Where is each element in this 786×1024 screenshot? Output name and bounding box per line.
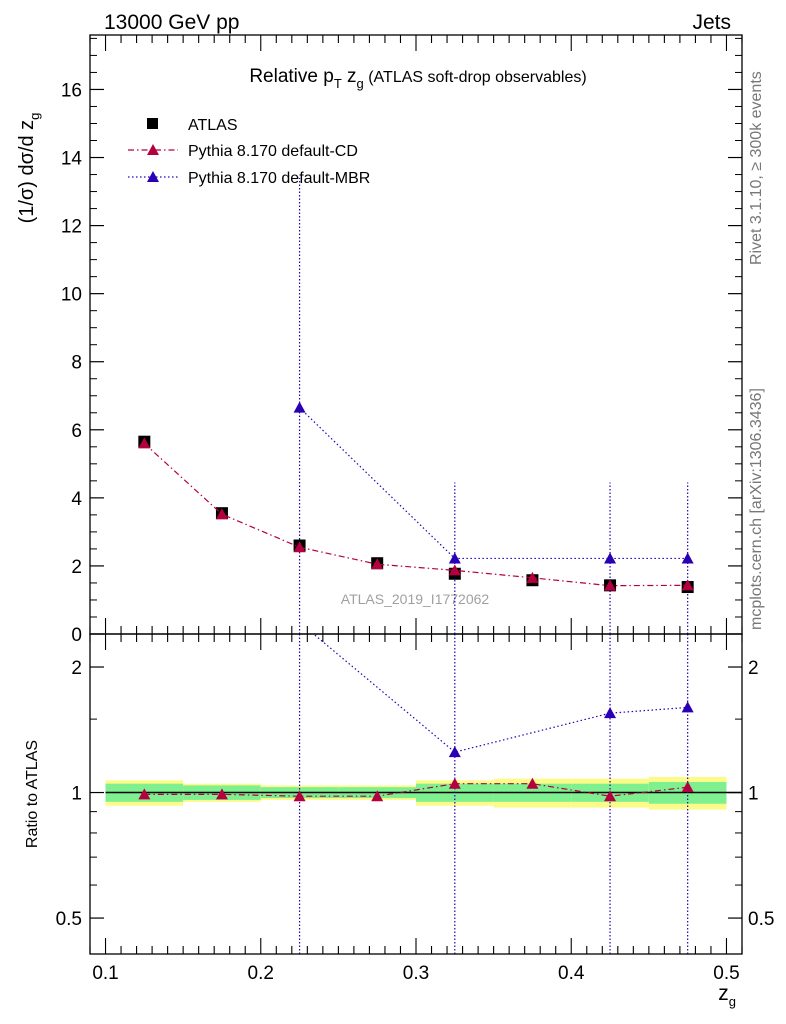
main-series-layer xyxy=(138,177,694,634)
main-y-tick-label: 16 xyxy=(61,80,82,101)
cd-point xyxy=(371,558,384,570)
cd-ratio-point xyxy=(604,790,617,802)
cd-point xyxy=(293,541,306,553)
chart-title: Relative pT zg (ATLAS soft-drop observab… xyxy=(249,66,586,91)
main-y-tick-label: 6 xyxy=(71,421,82,442)
ratio-bands-layer xyxy=(105,776,742,810)
cd-point xyxy=(681,579,694,591)
cd-point xyxy=(448,564,461,576)
main-y-tick-label: 0 xyxy=(71,625,82,646)
main-y-tick-label: 2 xyxy=(71,557,82,578)
x-label-text: z xyxy=(718,982,729,1005)
main-y-label-sub: g xyxy=(27,113,42,120)
watermark: ATLAS_2019_I1772062 xyxy=(341,591,490,607)
cd-ratio-point xyxy=(371,790,384,802)
x-tick-label: 0.4 xyxy=(558,963,585,984)
x-tick-label: 0.1 xyxy=(92,963,118,984)
ratio-y-tick-label-right: 0.5 xyxy=(748,909,774,930)
legend-label-mbr: Pythia 8.170 default-MBR xyxy=(188,170,370,187)
ratio-y-tick-label: 0.5 xyxy=(56,909,82,930)
x-tick-label: 0.3 xyxy=(403,963,429,984)
cd-ratio-point xyxy=(293,790,306,802)
title-part-b: z xyxy=(342,66,357,87)
ratio-y-tick-label: 1 xyxy=(71,784,82,805)
ratio-y-tick-label: 2 xyxy=(71,658,82,679)
mbr-point xyxy=(604,552,617,564)
cd-point xyxy=(138,437,151,449)
main-y-tick-label: 12 xyxy=(61,217,82,238)
main-y-label: (1/σ) dσ/d zg xyxy=(16,113,42,224)
legend: ATLAS Pythia 8.170 default-CD Pythia 8.1… xyxy=(128,117,370,187)
cd-ratio-point xyxy=(138,788,151,800)
mbr-ratio-point xyxy=(448,746,461,758)
main-y-label-text: (1/σ) dσ/d z xyxy=(16,120,38,224)
ratio-y-tick-label-right: 1 xyxy=(748,784,759,805)
x-label-sub: g xyxy=(729,994,736,1009)
legend-label-cd: Pythia 8.170 default-CD xyxy=(188,143,358,160)
rivet-label: Rivet 3.1.10, ≥ 300k events xyxy=(748,71,765,265)
mcplots-label: mcplots.cern.ch [arXiv:1306.3436] xyxy=(748,388,765,630)
cd-line xyxy=(143,442,688,587)
mbr-point xyxy=(448,552,461,564)
title-sub-b: g xyxy=(357,76,364,91)
main-y-tick-label: 10 xyxy=(61,285,82,306)
ratio-y-label: Ratio to ATLAS xyxy=(24,740,41,848)
title-part-a: Relative p xyxy=(249,66,334,87)
ratio-clipped xyxy=(138,634,694,802)
x-tick-label: 0.2 xyxy=(248,963,274,984)
main-y-tick-label: 4 xyxy=(71,489,82,510)
legend-marker-mbr xyxy=(147,171,159,182)
cd-ratio-point xyxy=(448,777,461,789)
main-y-tick-label: 14 xyxy=(61,149,83,170)
cd-ratio-point xyxy=(526,777,539,789)
x-tick-label: 0.5 xyxy=(713,963,739,984)
mbr-line xyxy=(299,407,688,560)
mbr-ratio-line xyxy=(312,634,688,753)
mbr-ratio-point xyxy=(681,701,694,713)
ratio-panel: 0.5 0.51 12 2 0.1 0.2 0.3 0.4 0.5 Ratio to ATLA… xyxy=(24,35,774,1009)
main-panel: 0 2 4 6 8 10 12 14 16 ATLAS_2019_I1772062 Relati… xyxy=(16,34,743,646)
main-y-axis: 0 2 4 6 8 10 12 14 16 xyxy=(61,37,742,646)
cd-ratio-line xyxy=(144,783,688,797)
main-y-tick-label: 8 xyxy=(71,353,82,374)
cd-point xyxy=(526,571,539,583)
title-part-c: (ATLAS soft-drop observables) xyxy=(364,69,587,86)
x-axis: 0.1 0.2 0.3 0.4 0.5 xyxy=(89,35,743,984)
title-sub-a: T xyxy=(334,76,342,91)
legend-marker-atlas xyxy=(147,118,158,129)
legend-label-atlas: ATLAS xyxy=(188,117,238,134)
ratio-series-layer xyxy=(138,634,694,954)
ratio-y-axis: 0.5 0.5 1 1 2 2 xyxy=(56,658,775,930)
cd-point xyxy=(604,579,617,591)
legend-marker-cd xyxy=(147,144,159,155)
mbr-point xyxy=(681,552,694,564)
cd-ratio-point xyxy=(215,788,228,800)
x-axis-label: zg xyxy=(718,982,736,1009)
ratio-y-tick-label-right: 2 xyxy=(748,658,759,679)
mbr-ratio-point xyxy=(604,707,617,719)
header-process: 13000 GeV pp xyxy=(104,11,239,34)
cd-ratio-point xyxy=(681,781,694,793)
cd-point xyxy=(215,508,228,520)
header-category: Jets xyxy=(692,11,731,34)
mbr-point xyxy=(293,401,306,413)
